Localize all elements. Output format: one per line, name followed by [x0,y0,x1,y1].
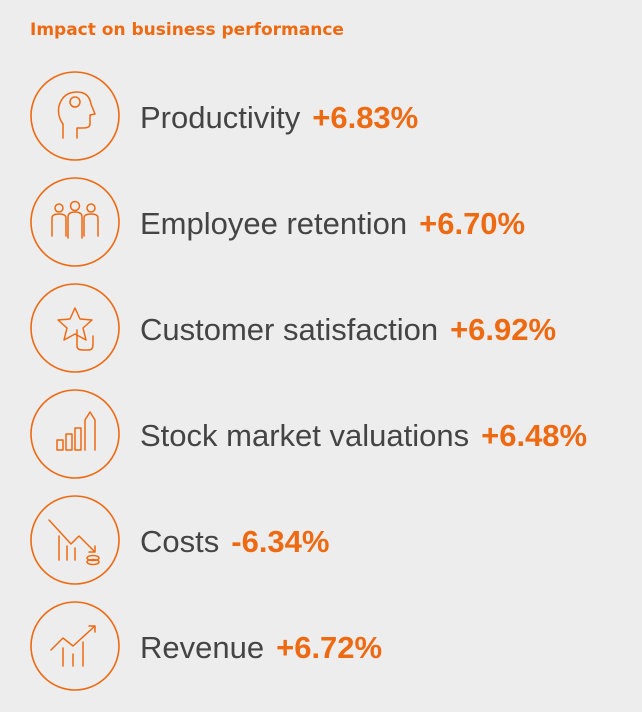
item-label: Stock market valuations [140,418,469,453]
item-text: Stock market valuations +6.48% [140,418,587,453]
title: Impact on business performance [30,20,344,40]
item-text: Revenue +6.72% [140,630,382,665]
item-value: +6.48% [481,418,587,453]
item-label: Employee retention [140,206,407,241]
icon-revenue [30,601,120,691]
item-value: +6.72% [276,630,382,665]
item-text: Customer satisfaction +6.92% [140,312,556,347]
items: Productivity +6.83% Employee retention +6.7… [140,100,587,665]
item-label: Revenue [140,630,264,665]
item-label: Productivity [140,100,301,135]
icon-customer [30,283,120,373]
item-value: +6.92% [450,312,556,347]
item-value: +6.70% [419,206,525,241]
icon-stock [30,389,120,479]
icon-employees [30,177,120,267]
icon-productivity [30,71,120,161]
item-value: +6.83% [312,100,418,135]
item-label: Customer satisfaction [140,312,438,347]
item-value: -6.34% [231,524,329,559]
icon-costs [30,495,120,585]
item-text: Costs -6.34% [140,524,329,559]
item-text: Employee retention +6.70% [140,206,525,241]
item-label: Costs [140,524,219,559]
item-text: Productivity +6.83% [140,100,418,135]
